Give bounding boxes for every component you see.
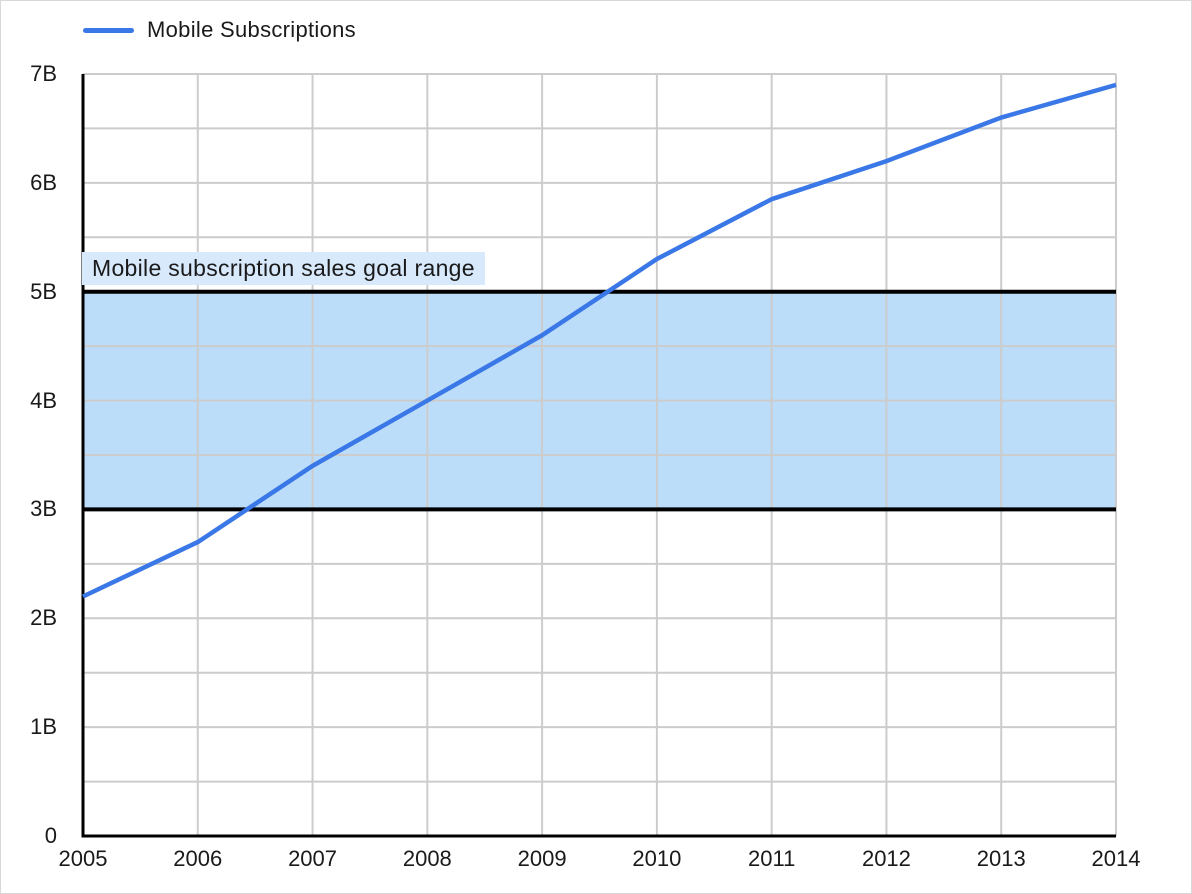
x-axis-label: 2014	[1091, 846, 1141, 871]
goal-range-label: Mobile subscription sales goal range	[82, 252, 485, 285]
x-axis-label: 2010	[632, 846, 682, 871]
y-axis-label: 5B	[30, 278, 57, 304]
y-axis-label: 1B	[30, 714, 57, 740]
x-axis-label: 2007	[288, 846, 338, 871]
legend-line-swatch	[83, 27, 134, 33]
x-axis-label: 2012	[861, 846, 911, 871]
x-axis-label: 2011	[748, 846, 796, 871]
legend: Mobile Subscriptions	[83, 15, 356, 45]
legend-label: Mobile Subscriptions	[147, 17, 356, 42]
y-axis-label: 2B	[30, 605, 57, 631]
y-axis-label: 3B	[30, 496, 57, 522]
x-axis-label: 2006	[173, 846, 223, 871]
x-axis-label: 2005	[58, 846, 108, 871]
y-axis-label: 7B	[30, 61, 57, 86]
x-axis-label: 2009	[517, 846, 567, 871]
series-line-mobile-subscriptions	[82, 82, 1117, 599]
x-axis-label: 2013	[976, 846, 1026, 871]
y-axis-label: 6B	[30, 169, 57, 195]
y-axis-label: 4B	[30, 387, 57, 413]
y-axis-label: 0	[44, 823, 57, 848]
x-axis-label: 2008	[402, 846, 452, 871]
